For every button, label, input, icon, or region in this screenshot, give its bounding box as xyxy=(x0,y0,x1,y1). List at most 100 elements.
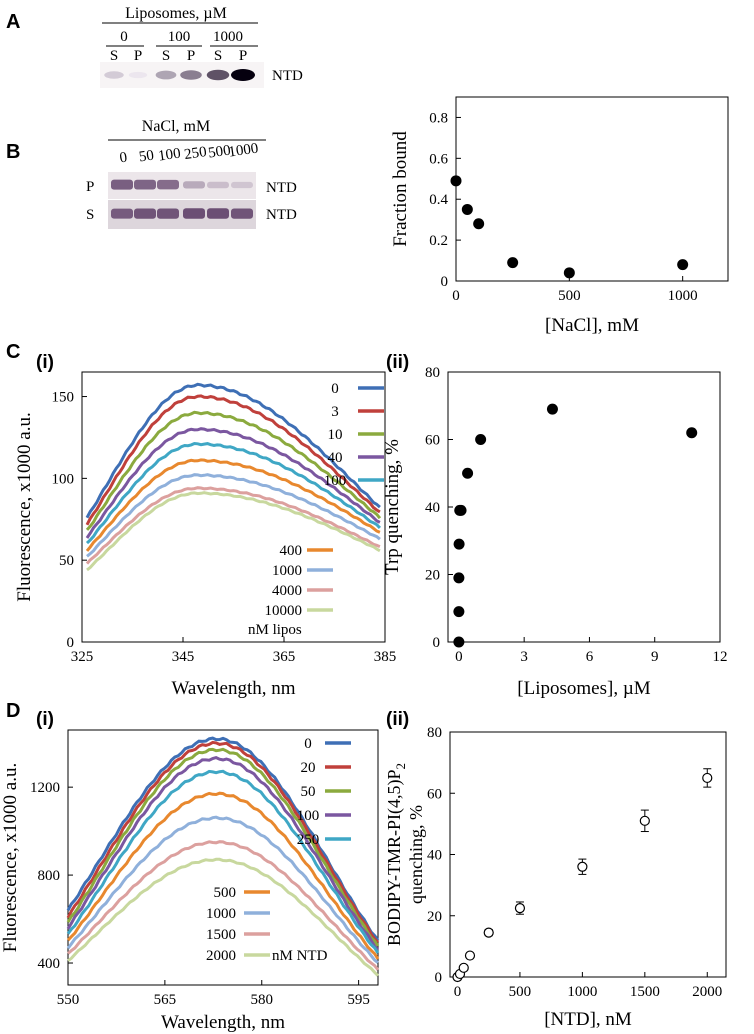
d-i-ytick-label-1200: 1200 xyxy=(30,780,60,796)
gel-a-band-1 xyxy=(104,71,124,79)
d-i-xtick-label-595: 595 xyxy=(347,992,370,1008)
panel-label-d-ii: (ii) xyxy=(386,709,409,730)
d-ii-y-axis-label-line1: BODIPY-TMR-PI(4,5)P2 xyxy=(384,763,408,946)
d-ii-xtick-label-0: 0 xyxy=(454,984,462,1000)
gel-b-p-band-4 xyxy=(183,181,205,189)
gel-a-band-2 xyxy=(128,71,148,79)
c-i-ytick-label-150: 150 xyxy=(52,390,75,406)
c-i-legend-label-10: 10 xyxy=(328,427,343,443)
gel-b-p-band-1 xyxy=(111,179,133,190)
gel-a-band-label: NTD xyxy=(272,68,303,84)
b-ytick-label-0: 0 xyxy=(441,274,449,290)
d-ii-point-5 xyxy=(483,927,494,938)
b-xtick-label-0: 0 xyxy=(452,288,460,304)
c-ii-plot-frame xyxy=(447,371,721,643)
c-ii-point-3 xyxy=(453,572,465,584)
c-i-series-4000 xyxy=(85,486,381,565)
b-plot-frame xyxy=(455,96,729,282)
c-ii-xtick-label-9: 9 xyxy=(651,649,659,665)
b-point-2 xyxy=(461,203,473,215)
d-i-legend-label-250: 250 xyxy=(297,832,320,848)
chart-d-i-bodipy-fluorescence: 550 565 580 595 400 800 1200 Wavelength, nm Fluo… xyxy=(0,729,380,1033)
gel-a-title: Liposomes, µM xyxy=(125,5,227,22)
d-ii-y-axis-label-line2: quenching, % xyxy=(406,805,426,904)
d-ii-x-axis-label: [NTD], nM xyxy=(544,1009,632,1030)
c-i-xtick-label-325: 325 xyxy=(71,649,94,665)
gel-b-conc-1000: 1000 xyxy=(227,141,259,161)
gel-a-lane-4-p: P xyxy=(187,48,195,64)
d-i-legend-label-100: 100 xyxy=(297,808,320,824)
d-ii-xtick-label-1000: 1000 xyxy=(567,984,597,1000)
c-i-legend-label-1000: 1000 xyxy=(272,563,302,579)
d-i-legend-label-20: 20 xyxy=(301,760,316,776)
c-i-plot-frame xyxy=(81,371,386,643)
gel-b-s-band-6 xyxy=(231,208,253,219)
c-i-legend-label-3: 3 xyxy=(331,404,339,420)
d-ii-xtick-label-1500: 1500 xyxy=(630,984,660,1000)
c-i-legend-label-4000: 4000 xyxy=(272,583,302,599)
c-i-legend-label-40: 40 xyxy=(328,450,343,466)
gel-b-conc-250: 250 xyxy=(183,144,208,163)
c-ii-xtick-label-3: 3 xyxy=(520,649,528,665)
gel-b-p-band-6 xyxy=(231,181,253,189)
gel-a-band-4 xyxy=(180,70,202,80)
d-ii-point-9 xyxy=(702,772,713,784)
gel-b-p-band-2 xyxy=(134,179,156,190)
d-i-ytick-label-400: 400 xyxy=(38,956,61,972)
gel-b-s-band-4 xyxy=(183,208,205,219)
c-ii-ytick-label-60: 60 xyxy=(425,433,440,449)
gel-a-lane-5-s: S xyxy=(214,48,222,64)
gel-a-conc-0: 0 xyxy=(120,29,128,45)
d-ii-ytick-label-40: 40 xyxy=(427,848,442,864)
c-ii-x-axis-label: [Liposomes], µM xyxy=(517,678,650,699)
b-ytick-label-0-4: 0.4 xyxy=(429,192,448,208)
gel-a-band-5 xyxy=(206,69,230,81)
gel-b-conc-0: 0 xyxy=(119,150,129,167)
gel-a-lane-6-p: P xyxy=(239,48,247,64)
gel-b-row-s-name: S xyxy=(86,207,94,223)
gel-b-conc-50: 50 xyxy=(138,148,155,166)
c-ii-xtick-label-0: 0 xyxy=(455,649,463,665)
d-i-series-500 xyxy=(66,791,380,960)
c-i-y-axis-label: Fluorescence, x1000 a.u. xyxy=(14,412,35,601)
gel-a-band-3 xyxy=(155,70,177,80)
gel-a-band-6 xyxy=(231,69,255,81)
d-i-legend-label-1000: 1000 xyxy=(206,906,236,922)
gel-b-s-band-2 xyxy=(134,208,156,219)
c-i-legend-label-0: 0 xyxy=(331,381,339,397)
c-ii-point-1 xyxy=(453,636,465,648)
gel-b-conc-100: 100 xyxy=(157,146,182,165)
panel-label-c-i: (i) xyxy=(36,352,54,373)
b-point-5 xyxy=(563,267,575,279)
c-ii-ytick-label-0: 0 xyxy=(433,635,441,651)
d-i-plot-frame xyxy=(67,729,379,986)
c-ii-point-8 xyxy=(475,434,487,445)
d-ii-plot-frame xyxy=(449,731,727,978)
c-i-ytick-label-100: 100 xyxy=(52,471,75,487)
b-ytick-label-0-8: 0.8 xyxy=(429,110,448,126)
c-ii-point-10 xyxy=(686,427,698,439)
b-ytick-label-0-2: 0.2 xyxy=(429,233,448,249)
d-i-x-axis-label: Wavelength, nm xyxy=(161,1012,285,1033)
b-point-4 xyxy=(507,257,519,269)
gel-b-row-p-label: NTD xyxy=(266,180,297,196)
d-ii-point-7 xyxy=(577,861,588,872)
panel-label-c-ii: (ii) xyxy=(386,352,409,373)
gel-a-lane-1-s: S xyxy=(110,48,118,64)
d-i-ytick-label-800: 800 xyxy=(38,868,61,884)
c-i-xtick-label-365: 365 xyxy=(273,649,296,665)
d-ii-point-6 xyxy=(514,902,526,914)
d-i-xtick-label-550: 550 xyxy=(57,992,80,1008)
c-i-ytick-label-50: 50 xyxy=(59,553,74,569)
d-ii-ytick-label-80: 80 xyxy=(427,725,442,741)
d-i-series-1500 xyxy=(67,840,380,971)
gel-b-s-band-1 xyxy=(111,208,133,219)
d-ii-ytick-label-60: 60 xyxy=(427,786,442,802)
d-i-xtick-label-565: 565 xyxy=(154,992,177,1008)
c-i-series-3 xyxy=(85,394,381,526)
c-i-xtick-label-345: 345 xyxy=(172,649,195,665)
panel-label-c: C xyxy=(6,341,20,363)
c-ii-ytick-label-40: 40 xyxy=(425,500,440,516)
c-i-legend-unit: nM lipos xyxy=(248,622,302,638)
c-ii-point-4 xyxy=(453,538,465,550)
